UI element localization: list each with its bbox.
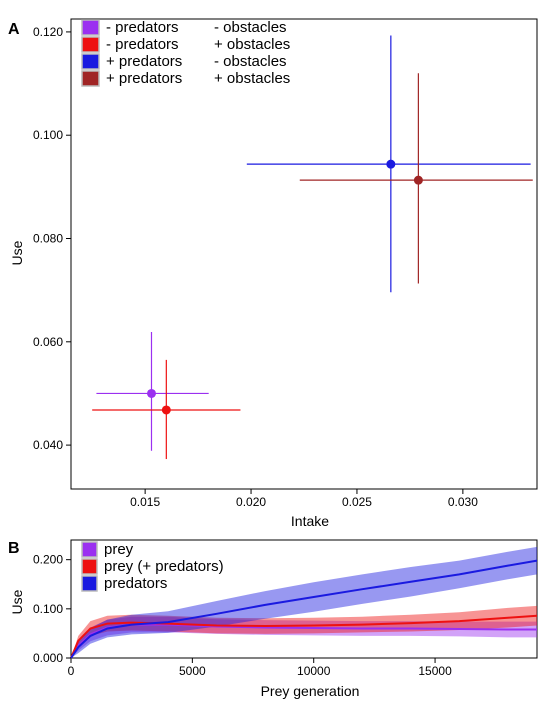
panel-a-legend: - predators - obstacles - predators + obsta… [81,19,290,87]
y-tick-label: 0.200 [33,553,63,567]
y-tick-label: 0.080 [33,232,63,246]
panel-b-label: B [8,540,20,557]
panel-b-ticks: 0 5000 10000 15000 0.000 0.100 0.200 [33,553,452,678]
legend-swatch [81,575,98,592]
x-tick-label: 5000 [179,664,206,678]
data-point [146,388,156,398]
series-line [70,623,537,659]
x-tick-label: 15000 [418,664,452,678]
panel-a: A 0.015 0.020 0.025 0.030 0.040 0.060 0.080 0.1… [8,18,538,529]
x-tick-label: 0.030 [448,495,478,509]
legend-label: predators [104,575,167,592]
y-tick-label: 0.040 [33,438,63,452]
panel-a-x-axis-label: Intake [291,513,329,529]
legend-swatch [81,70,100,87]
y-tick-label: 0.060 [33,335,63,349]
legend-swatch [81,19,100,36]
panel-a-points [146,159,423,415]
panel-a-label: A [8,21,20,38]
x-tick-label: 0.015 [130,495,160,509]
panel-b-x-axis-label: Prey generation [261,683,360,699]
data-point [413,175,423,185]
legend-label-obstacles: - obstacles [214,19,287,36]
legend-swatch [81,541,98,558]
x-tick-label: 10000 [297,664,331,678]
legend-label: prey [104,541,134,558]
legend-swatch [81,53,100,70]
y-tick-label: 0.100 [33,602,63,616]
legend-label-obstacles: + obstacles [214,36,290,53]
panel-a-plot-frame [70,18,538,490]
panel-b-plot-frame [70,539,538,659]
panel-a-error-bars [92,35,533,460]
legend-label-predators: + predators [106,53,182,70]
confidence-band [71,546,537,658]
y-tick-label: 0.000 [33,651,63,665]
panel-b-lines [70,559,538,659]
data-point [386,159,396,169]
panel-a-ticks: 0.015 0.020 0.025 0.030 0.040 0.060 0.080 0.100… [33,25,478,509]
legend-label-predators: - predators [106,36,179,53]
series-line [70,559,538,659]
x-tick-label: 0.020 [236,495,266,509]
series-line [70,614,538,659]
legend-swatch [81,36,100,53]
legend-label-obstacles: - obstacles [214,53,287,70]
panel-b: B 0 5000 10000 15000 0.000 0.100 0.200 Prey ge… [8,539,538,699]
panel-a-y-axis-label: Use [9,240,25,265]
x-tick-label: 0.025 [342,495,372,509]
legend-swatch [81,558,98,575]
y-tick-label: 0.100 [33,128,63,142]
data-point [161,405,171,415]
legend-label: prey (+ predators) [104,558,224,575]
y-tick-label: 0.120 [33,25,63,39]
legend-label-predators: - predators [106,19,179,36]
legend-label-obstacles: + obstacles [214,70,290,87]
panel-b-y-axis-label: Use [9,589,25,614]
x-tick-label: 0 [68,664,75,678]
confidence-band [71,616,537,658]
legend-label-predators: + predators [106,70,182,87]
